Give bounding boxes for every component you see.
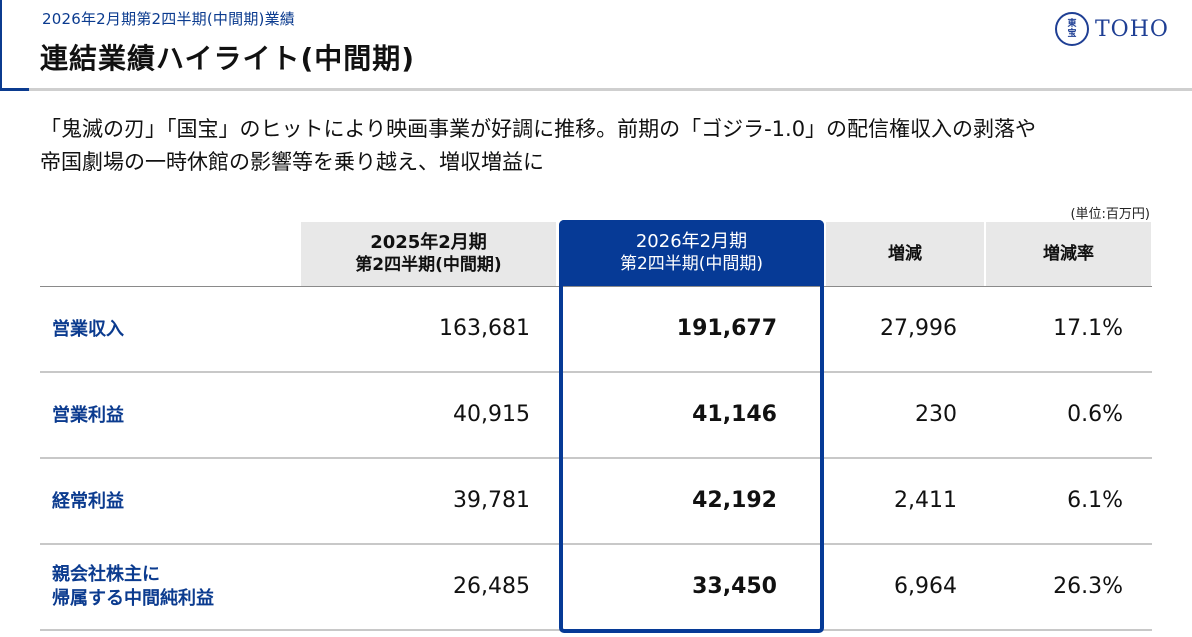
header-baseline xyxy=(40,286,1152,287)
header-separator xyxy=(984,222,986,286)
lead-line-2: 帝国劇場の一時休館の影響等を乗り越え、増収増益に xyxy=(40,150,544,174)
column-header-prev-period: 2025年2月期 第2四半期(中間期) xyxy=(301,222,556,286)
toho-emblem-icon: 東 宝 xyxy=(1055,12,1089,46)
column-header-current-line2: 第2四半期(中間期) xyxy=(619,254,764,274)
unit-note: (単位:百万円) xyxy=(1070,207,1150,222)
accent-underline-gray xyxy=(29,88,1192,91)
value-change: 2,411 xyxy=(894,488,957,513)
value-current: 41,146 xyxy=(692,402,777,427)
column-header-current-line1: 2026年2月期 xyxy=(635,231,748,252)
value-change: 230 xyxy=(915,402,957,427)
lead-line-1: 「鬼滅の刃」「国宝」のヒットにより映画事業が好調に推移。前期の「ゴジラ-1.0」… xyxy=(40,117,1037,141)
column-header-change-label: 増減 xyxy=(888,244,922,264)
value-prev: 163,681 xyxy=(439,316,530,341)
row-label-line2: 帰属する中間純利益 xyxy=(52,588,214,609)
value-prev: 26,485 xyxy=(453,574,530,599)
value-change-rate: 17.1% xyxy=(1053,316,1123,341)
value-current: 42,192 xyxy=(692,488,777,513)
row-label: 営業収入 xyxy=(52,319,124,340)
value-change-rate: 0.6% xyxy=(1067,402,1123,427)
row-label: 親会社株主に 帰属する中間純利益 xyxy=(52,563,214,611)
value-prev: 39,781 xyxy=(453,488,530,513)
row-label-line1: 親会社株主に xyxy=(52,564,160,585)
value-change: 27,996 xyxy=(880,316,957,341)
lead-summary: 「鬼滅の刃」「国宝」のヒットにより映画事業が好調に推移。前期の「ゴジラ-1.0」… xyxy=(40,113,1180,179)
page-subtitle: 2026年2月期第2四半期(中間期)業績 xyxy=(42,10,295,28)
row-divider xyxy=(40,543,1152,545)
page-title: 連結業績ハイライト(中間期) xyxy=(40,42,416,75)
column-header-rate-label: 増減率 xyxy=(1043,244,1094,264)
accent-underline-blue xyxy=(0,88,29,91)
value-change-rate: 6.1% xyxy=(1067,488,1123,513)
emblem-char-top: 東 xyxy=(1067,19,1077,29)
accent-vertical-line xyxy=(0,0,2,90)
row-divider xyxy=(40,371,1152,373)
value-change: 6,964 xyxy=(894,574,957,599)
value-current: 191,677 xyxy=(676,316,777,341)
value-change-rate: 26.3% xyxy=(1053,574,1123,599)
row-label: 営業利益 xyxy=(52,405,124,426)
column-header-prev-line1: 2025年2月期 xyxy=(370,232,487,253)
value-prev: 40,915 xyxy=(453,402,530,427)
logo-wordmark: TOHO xyxy=(1095,16,1169,42)
row-divider xyxy=(40,457,1152,459)
column-header-change: 増減 xyxy=(826,222,984,286)
row-label: 経常利益 xyxy=(52,491,124,512)
emblem-char-bottom: 宝 xyxy=(1067,29,1077,39)
toho-logo: 東 宝 TOHO xyxy=(1055,12,1169,46)
column-header-prev-line2: 第2四半期(中間期) xyxy=(355,255,502,275)
value-current: 33,450 xyxy=(692,574,777,599)
column-header-current-period: 2026年2月期 第2四半期(中間期) xyxy=(559,220,824,286)
column-header-change-rate: 増減率 xyxy=(986,222,1151,286)
